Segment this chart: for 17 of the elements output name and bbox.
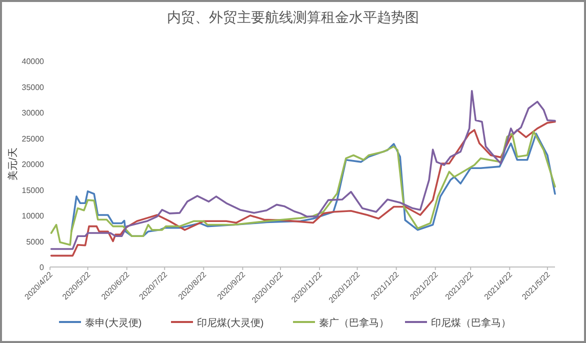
y-tick-label: 5000 (26, 237, 45, 246)
line-series (50, 120, 556, 257)
legend-label: 印尼煤(大灵便) (197, 317, 264, 329)
y-axis-title: 美元/天 (7, 148, 19, 180)
y-tick-label: 15000 (22, 186, 45, 195)
y-tick-label: 30000 (22, 108, 45, 118)
y-tick-label: 25000 (22, 134, 45, 144)
line-series (50, 90, 556, 250)
legend-label: 秦广（巴拿马） (319, 317, 389, 329)
legend-label: 印尼煤（巴拿马） (431, 317, 511, 329)
legend-label: 泰申(大灵便) (85, 317, 142, 329)
y-tick-label: 10000 (22, 212, 45, 220)
y-tick-label: 35000 (22, 82, 45, 92)
y-tick-label: 20000 (22, 160, 45, 169)
chart-title: 内贸、外贸主要航线测算租金水平趋势图 (167, 9, 419, 25)
y-tick-label: 0 (40, 263, 45, 272)
y-tick-label: 40000 (22, 57, 45, 66)
